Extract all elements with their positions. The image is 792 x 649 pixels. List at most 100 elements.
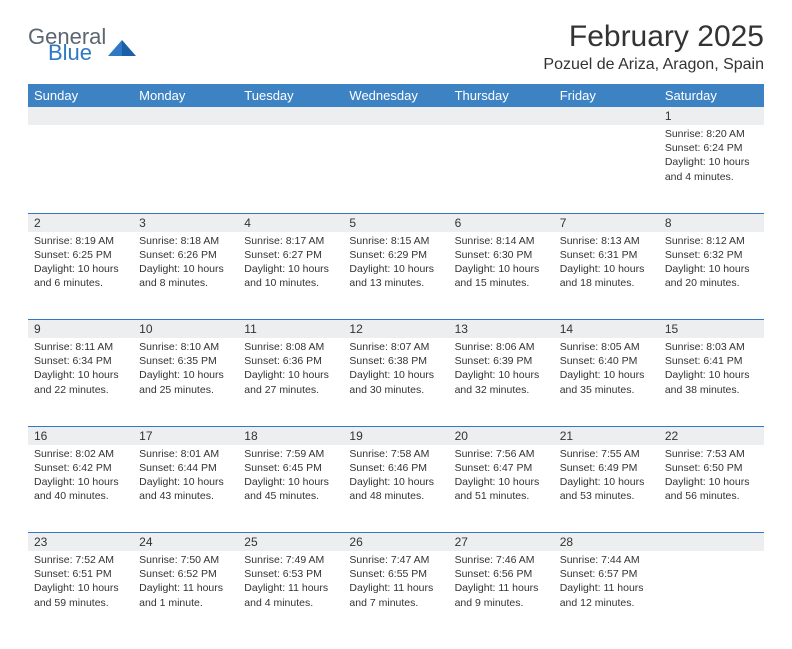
calendar-header-row: SundayMondayTuesdayWednesdayThursdayFrid… — [28, 84, 764, 107]
sunset-line: Sunset: 6:36 PM — [244, 354, 337, 368]
day-details: Sunrise: 7:49 AMSunset: 6:53 PMDaylight:… — [238, 551, 343, 614]
day-body-cell: Sunrise: 8:06 AMSunset: 6:39 PMDaylight:… — [449, 338, 554, 426]
sunrise-line: Sunrise: 8:17 AM — [244, 234, 337, 248]
day-body-cell: Sunrise: 8:20 AMSunset: 6:24 PMDaylight:… — [659, 125, 764, 213]
sunset-line: Sunset: 6:38 PM — [349, 354, 442, 368]
day-body-cell: Sunrise: 8:11 AMSunset: 6:34 PMDaylight:… — [28, 338, 133, 426]
day-body-cell: Sunrise: 7:44 AMSunset: 6:57 PMDaylight:… — [554, 551, 659, 639]
sunset-line: Sunset: 6:55 PM — [349, 567, 442, 581]
daylight-line: Daylight: 10 hours and 35 minutes. — [560, 368, 653, 396]
sunset-line: Sunset: 6:47 PM — [455, 461, 548, 475]
day-body-cell: Sunrise: 8:18 AMSunset: 6:26 PMDaylight:… — [133, 232, 238, 320]
sunset-line: Sunset: 6:45 PM — [244, 461, 337, 475]
daylight-line: Daylight: 10 hours and 27 minutes. — [244, 368, 337, 396]
day-number-cell — [343, 107, 448, 125]
day-details: Sunrise: 7:46 AMSunset: 6:56 PMDaylight:… — [449, 551, 554, 614]
day-body-cell — [238, 125, 343, 213]
day-number-cell — [28, 107, 133, 125]
day-body-row: Sunrise: 8:02 AMSunset: 6:42 PMDaylight:… — [28, 445, 764, 533]
day-number-cell — [238, 107, 343, 125]
sunrise-line: Sunrise: 7:58 AM — [349, 447, 442, 461]
sunset-line: Sunset: 6:46 PM — [349, 461, 442, 475]
daylight-line: Daylight: 10 hours and 22 minutes. — [34, 368, 127, 396]
day-number-row: 232425262728 — [28, 533, 764, 552]
daylight-line: Daylight: 10 hours and 30 minutes. — [349, 368, 442, 396]
day-body-cell: Sunrise: 7:53 AMSunset: 6:50 PMDaylight:… — [659, 445, 764, 533]
day-number-cell: 8 — [659, 213, 764, 232]
day-body-row: Sunrise: 8:20 AMSunset: 6:24 PMDaylight:… — [28, 125, 764, 213]
sunset-line: Sunset: 6:35 PM — [139, 354, 232, 368]
day-body-cell: Sunrise: 7:47 AMSunset: 6:55 PMDaylight:… — [343, 551, 448, 639]
day-details: Sunrise: 8:01 AMSunset: 6:44 PMDaylight:… — [133, 445, 238, 508]
day-number-cell — [659, 533, 764, 552]
day-body-cell: Sunrise: 8:10 AMSunset: 6:35 PMDaylight:… — [133, 338, 238, 426]
day-details: Sunrise: 8:10 AMSunset: 6:35 PMDaylight:… — [133, 338, 238, 401]
day-details: Sunrise: 8:08 AMSunset: 6:36 PMDaylight:… — [238, 338, 343, 401]
day-number-cell: 3 — [133, 213, 238, 232]
sunset-line: Sunset: 6:24 PM — [665, 141, 758, 155]
sunrise-line: Sunrise: 7:44 AM — [560, 553, 653, 567]
day-details: Sunrise: 7:47 AMSunset: 6:55 PMDaylight:… — [343, 551, 448, 614]
day-number-cell: 27 — [449, 533, 554, 552]
sunrise-line: Sunrise: 8:19 AM — [34, 234, 127, 248]
day-body-cell: Sunrise: 7:49 AMSunset: 6:53 PMDaylight:… — [238, 551, 343, 639]
sunrise-line: Sunrise: 7:52 AM — [34, 553, 127, 567]
daylight-line: Daylight: 11 hours and 1 minute. — [139, 581, 232, 609]
sunrise-line: Sunrise: 7:49 AM — [244, 553, 337, 567]
sunset-line: Sunset: 6:57 PM — [560, 567, 653, 581]
sunrise-line: Sunrise: 7:47 AM — [349, 553, 442, 567]
day-number-cell: 28 — [554, 533, 659, 552]
day-body-cell: Sunrise: 8:07 AMSunset: 6:38 PMDaylight:… — [343, 338, 448, 426]
sunset-line: Sunset: 6:34 PM — [34, 354, 127, 368]
sunset-line: Sunset: 6:40 PM — [560, 354, 653, 368]
daylight-line: Daylight: 11 hours and 9 minutes. — [455, 581, 548, 609]
day-body-cell: Sunrise: 8:17 AMSunset: 6:27 PMDaylight:… — [238, 232, 343, 320]
day-details: Sunrise: 8:13 AMSunset: 6:31 PMDaylight:… — [554, 232, 659, 295]
day-number-cell: 23 — [28, 533, 133, 552]
day-details: Sunrise: 8:11 AMSunset: 6:34 PMDaylight:… — [28, 338, 133, 401]
daylight-line: Daylight: 10 hours and 45 minutes. — [244, 475, 337, 503]
day-body-cell: Sunrise: 7:52 AMSunset: 6:51 PMDaylight:… — [28, 551, 133, 639]
day-details: Sunrise: 8:14 AMSunset: 6:30 PMDaylight:… — [449, 232, 554, 295]
day-number-cell: 21 — [554, 426, 659, 445]
day-details: Sunrise: 8:02 AMSunset: 6:42 PMDaylight:… — [28, 445, 133, 508]
calendar-table: SundayMondayTuesdayWednesdayThursdayFrid… — [28, 84, 764, 639]
day-details: Sunrise: 7:53 AMSunset: 6:50 PMDaylight:… — [659, 445, 764, 508]
day-number-cell: 4 — [238, 213, 343, 232]
sunrise-line: Sunrise: 7:59 AM — [244, 447, 337, 461]
day-body-cell: Sunrise: 7:50 AMSunset: 6:52 PMDaylight:… — [133, 551, 238, 639]
day-body-cell: Sunrise: 7:46 AMSunset: 6:56 PMDaylight:… — [449, 551, 554, 639]
sunset-line: Sunset: 6:41 PM — [665, 354, 758, 368]
day-number-row: 16171819202122 — [28, 426, 764, 445]
sunrise-line: Sunrise: 8:05 AM — [560, 340, 653, 354]
day-number-cell: 17 — [133, 426, 238, 445]
day-details: Sunrise: 8:15 AMSunset: 6:29 PMDaylight:… — [343, 232, 448, 295]
daylight-line: Daylight: 10 hours and 20 minutes. — [665, 262, 758, 290]
sunrise-line: Sunrise: 8:18 AM — [139, 234, 232, 248]
daylight-line: Daylight: 11 hours and 4 minutes. — [244, 581, 337, 609]
day-header: Thursday — [449, 84, 554, 107]
brand-part2: Blue — [48, 42, 106, 64]
daylight-line: Daylight: 10 hours and 59 minutes. — [34, 581, 127, 609]
day-body-cell: Sunrise: 8:03 AMSunset: 6:41 PMDaylight:… — [659, 338, 764, 426]
daylight-line: Daylight: 10 hours and 25 minutes. — [139, 368, 232, 396]
location: Pozuel de Ariza, Aragon, Spain — [543, 56, 764, 74]
day-body-cell: Sunrise: 8:08 AMSunset: 6:36 PMDaylight:… — [238, 338, 343, 426]
daylight-line: Daylight: 11 hours and 7 minutes. — [349, 581, 442, 609]
day-header: Wednesday — [343, 84, 448, 107]
day-body-cell — [133, 125, 238, 213]
day-number-cell: 16 — [28, 426, 133, 445]
day-number-cell: 1 — [659, 107, 764, 125]
sunrise-line: Sunrise: 7:56 AM — [455, 447, 548, 461]
day-body-cell: Sunrise: 8:15 AMSunset: 6:29 PMDaylight:… — [343, 232, 448, 320]
day-header: Friday — [554, 84, 659, 107]
day-body-cell: Sunrise: 7:56 AMSunset: 6:47 PMDaylight:… — [449, 445, 554, 533]
daylight-line: Daylight: 10 hours and 51 minutes. — [455, 475, 548, 503]
day-body-cell: Sunrise: 8:02 AMSunset: 6:42 PMDaylight:… — [28, 445, 133, 533]
day-header: Saturday — [659, 84, 764, 107]
sunset-line: Sunset: 6:29 PM — [349, 248, 442, 262]
day-number-cell: 22 — [659, 426, 764, 445]
day-body-cell: Sunrise: 7:55 AMSunset: 6:49 PMDaylight:… — [554, 445, 659, 533]
day-details: Sunrise: 8:12 AMSunset: 6:32 PMDaylight:… — [659, 232, 764, 295]
day-body-cell: Sunrise: 8:19 AMSunset: 6:25 PMDaylight:… — [28, 232, 133, 320]
